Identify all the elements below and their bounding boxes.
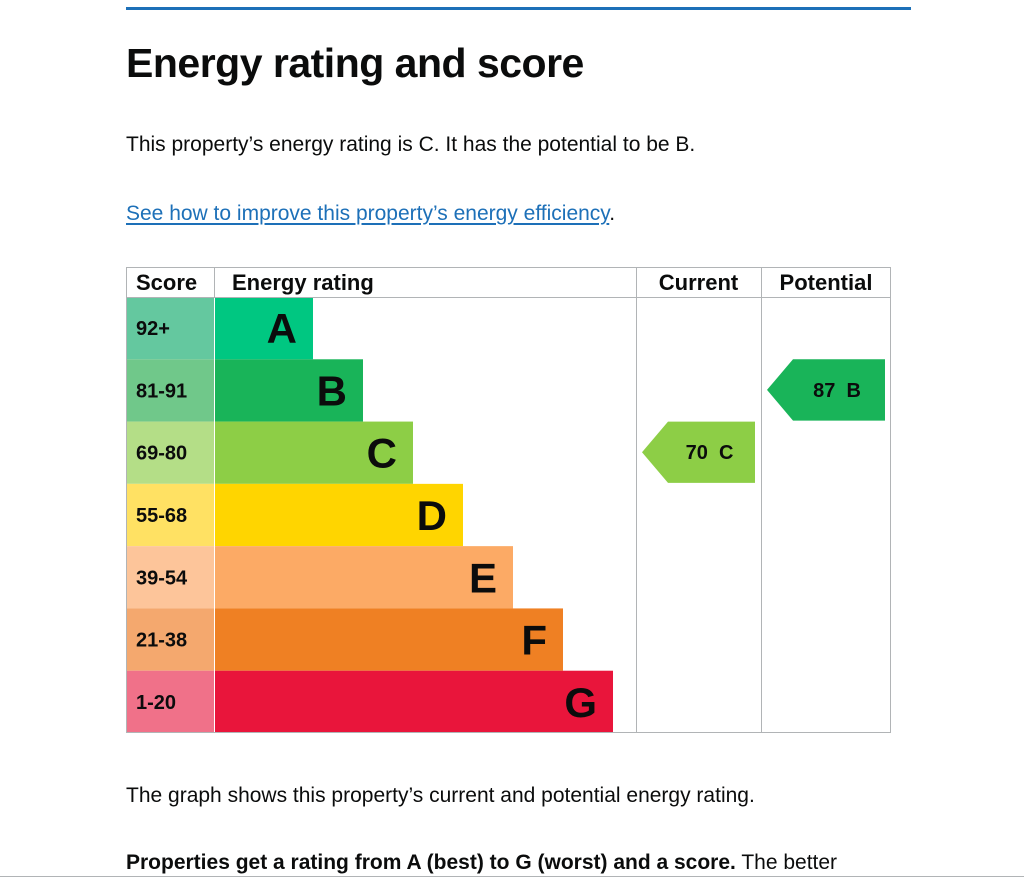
- rating-explanation-rest: The better: [735, 851, 838, 874]
- rating-letter-f: F: [521, 617, 547, 664]
- rating-bar-e: [215, 546, 513, 609]
- rating-letter-c: C: [367, 430, 397, 477]
- rating-bar-d: [215, 483, 463, 547]
- improve-paragraph: See how to improve this property’s energ…: [126, 202, 615, 226]
- rating-letter-a: A: [267, 305, 297, 352]
- rating-explanation-bold: Properties get a rating from A (best) to…: [126, 851, 736, 874]
- rating-letter-d: D: [417, 492, 447, 539]
- rating-explanation: Properties get a rating from A (best) to…: [126, 851, 837, 875]
- page-title: Energy rating and score: [126, 40, 584, 86]
- page-bottom-border: [0, 876, 1024, 877]
- rating-letter-b: B: [317, 367, 347, 414]
- score-cell-d: [126, 483, 214, 547]
- score-range-a: 92+: [136, 318, 170, 340]
- score-range-b: 81-91: [136, 380, 187, 402]
- rating-bar-b: [215, 359, 363, 422]
- score-range-d: 55-68: [136, 505, 187, 527]
- potential-rating-label: 87 B: [813, 380, 861, 402]
- rating-bar-g: [215, 670, 613, 733]
- header-potential: Potential: [780, 270, 873, 295]
- score-cell-f: [126, 608, 214, 671]
- score-range-c: 69-80: [136, 443, 187, 465]
- rating-summary: This property’s energy rating is C. It h…: [126, 133, 696, 156]
- header-score: Score: [136, 270, 197, 295]
- score-cell-e: [126, 546, 214, 609]
- top-rule: [126, 7, 911, 10]
- current-rating-label: 70 C: [686, 442, 734, 464]
- current-rating-arrow: [642, 421, 755, 483]
- chart-border: [126, 267, 891, 733]
- improve-energy-efficiency-link[interactable]: See how to improve this property’s energ…: [126, 202, 610, 225]
- score-cell-a: [126, 297, 214, 360]
- score-cell-b: [126, 359, 214, 422]
- graph-description: The graph shows this property’s current …: [126, 784, 755, 807]
- header-current: Current: [659, 270, 739, 295]
- score-range-e: 39-54: [136, 567, 188, 589]
- header-energy-rating: Energy rating: [232, 270, 374, 295]
- rating-bar-a: [215, 297, 313, 360]
- improve-link-suffix: .: [609, 202, 616, 225]
- score-range-f: 21-38: [136, 630, 187, 652]
- score-cell-c: [126, 421, 214, 484]
- rating-letter-e: E: [469, 554, 497, 601]
- potential-rating-arrow: [767, 359, 885, 421]
- score-cell-g: [126, 670, 214, 733]
- rating-letter-g: G: [564, 679, 597, 726]
- score-range-g: 1-20: [136, 692, 176, 714]
- rating-bar-f: [215, 608, 563, 671]
- rating-bar-c: [215, 421, 413, 484]
